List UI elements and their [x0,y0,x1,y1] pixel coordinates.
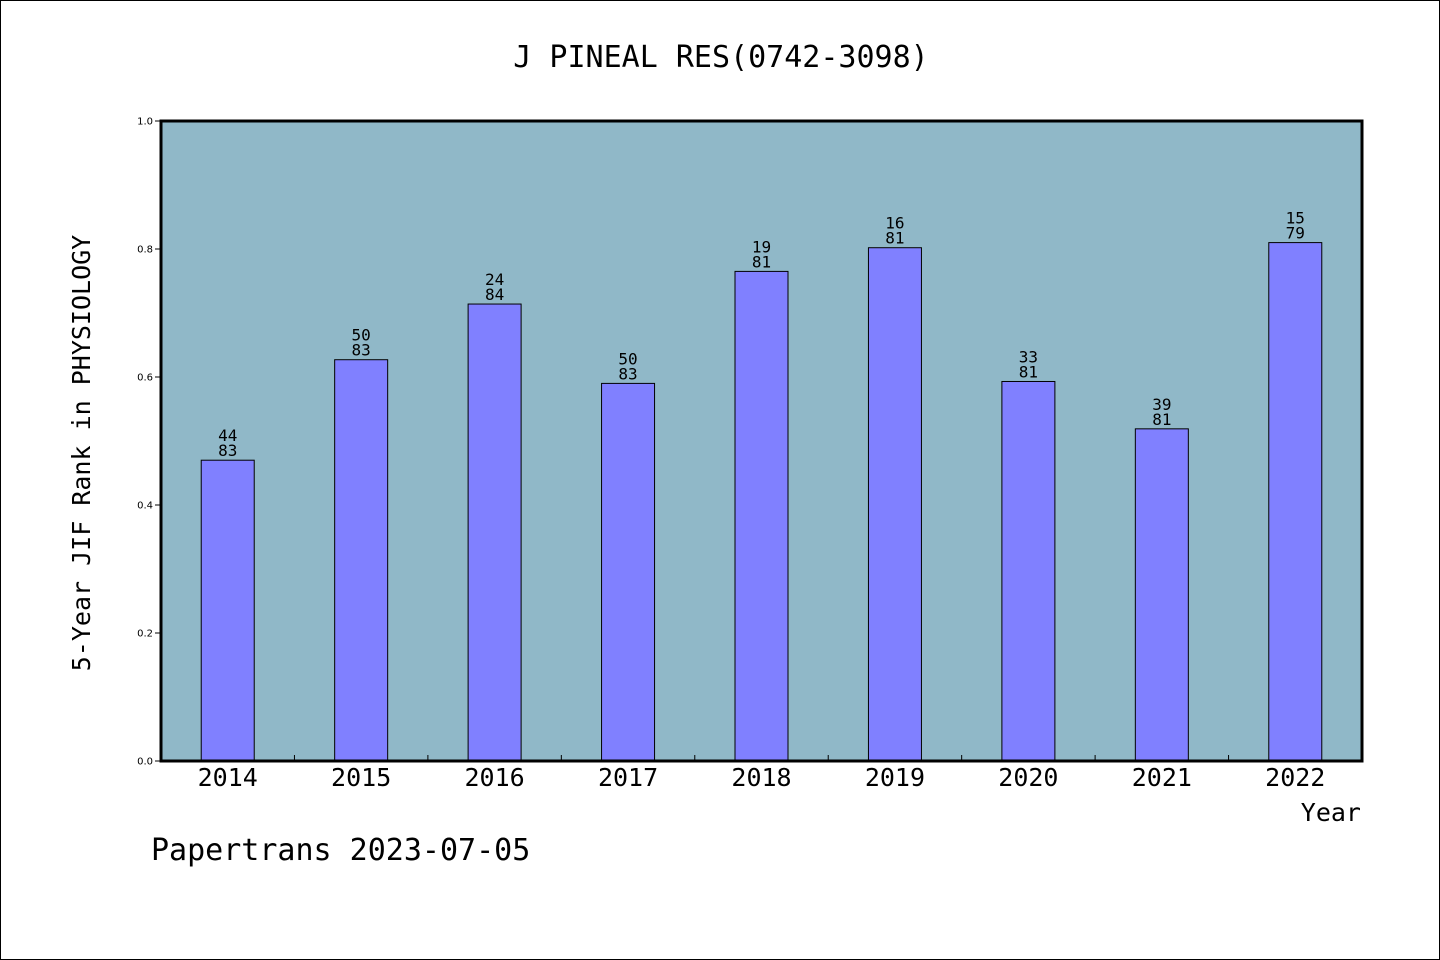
plot-border [159,119,1364,763]
x-tick-label: 2022 [1265,763,1325,792]
y-axis: 0.0 0.2 0.4 0.6 0.8 1.0 [137,117,161,768]
y-tick-label: 0.0 [137,757,153,768]
x-tick-label: 2021 [1132,763,1192,792]
bar-rank-label: 15 [1286,209,1305,228]
bar-rank-label: 16 [885,214,904,233]
chart-title: J PINEAL RES(0742-3098) [513,40,928,75]
x-tick-label: 2017 [598,763,658,792]
bar-total-label: 81 [885,229,904,248]
bar-2017 [601,382,656,762]
bar-total-label: 79 [1286,224,1305,243]
bar-rank-label: 19 [752,237,771,256]
bar-total-label: 81 [1152,410,1171,429]
y-tick-label: 0.2 [137,629,153,640]
y-tick-label: 0.6 [137,373,153,384]
y-tick-label: 0.4 [137,501,153,512]
bar-rank-label: 39 [1152,395,1171,414]
bar-total-label: 81 [1019,362,1038,381]
bar-total-label: 84 [485,285,504,304]
bar-2015 [334,359,389,762]
bar-rank-label: 50 [618,349,637,368]
bar-total-label: 81 [752,252,771,271]
x-tick-label: 2015 [331,763,391,792]
bar-2021 [1134,428,1189,762]
bar-total-label: 83 [618,364,637,383]
bar-rank-label: 50 [352,326,371,345]
x-tick-label: 2018 [731,763,791,792]
bar-rank-label: 44 [218,426,237,445]
bar-rank-label: 33 [1019,347,1038,366]
bar-2018 [734,270,789,762]
x-tick-label: 2014 [198,763,258,792]
bar-2020 [1001,380,1056,762]
bar-rank-label: 24 [485,270,504,289]
bar-2016 [467,303,522,762]
y-tick-label: 1.0 [137,117,153,128]
y-axis-label: 5-Year JIF Rank in PHYSIOLOGY [67,235,96,672]
x-tick-label: 2016 [465,763,525,792]
bar-total-label: 83 [218,441,237,460]
y-tick-label: 0.8 [137,245,153,256]
bar-2014 [200,459,255,762]
x-axis: 2014 2015 2016 2017 2018 2019 2020 2021 2022 [198,755,1325,792]
bar-2022 [1268,242,1323,762]
footer-credit: Papertrans 2023-07-05 [151,833,531,868]
x-tick-label: 2020 [998,763,1058,792]
bar-total-label: 83 [352,341,371,360]
x-tick-label: 2019 [865,763,925,792]
bar-2019 [867,247,922,762]
x-axis-label: Year [1301,798,1361,827]
